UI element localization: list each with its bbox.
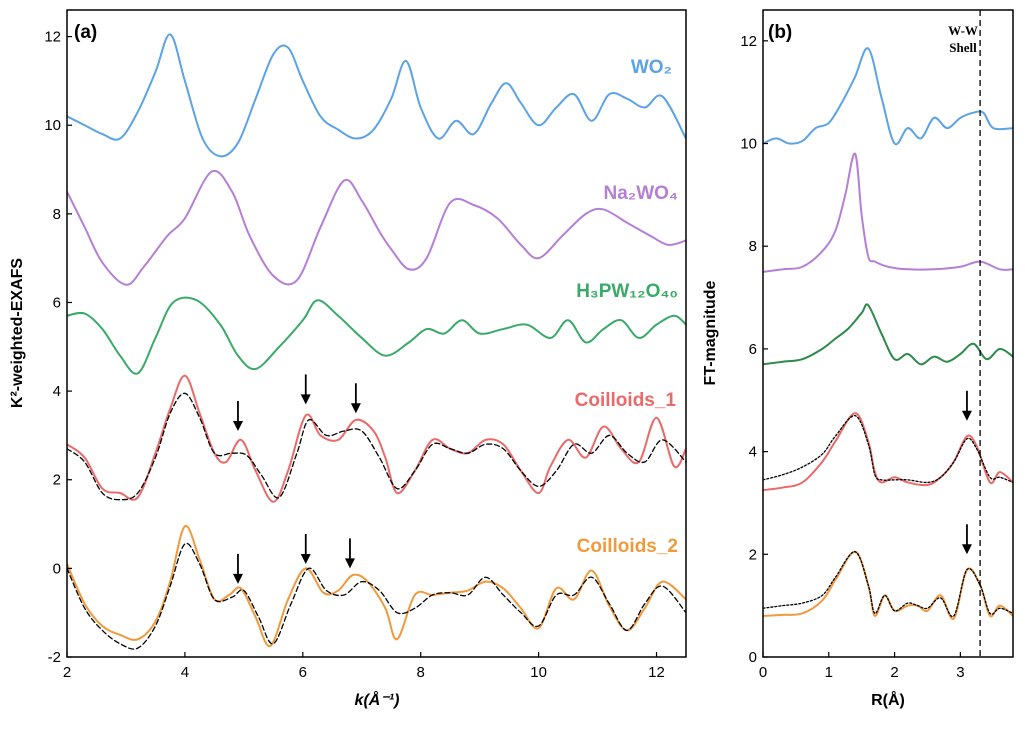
panel-a-series-coilloids-1 [67,374,686,503]
panel-a-x-tick-label: 2 [63,664,71,681]
panel-b-series-na2wo4 [763,152,1013,273]
panel-a: 2 4 6 8 10 12 -2 0 2 4 6 8 10 12 (a) k(Å⁻¹) K²-weight… [9,9,687,709]
panel-a-label: (a) [74,22,97,43]
panel-b-y-axis-label: FT-magnitude [702,280,719,385]
panel-a-series-coilloids-1-fit [67,392,686,501]
panel-a-y-tick-label: 10 [44,117,61,134]
panel-a-arrow-icon [350,383,361,414]
panel-a-series-coilloids-2 [67,525,686,647]
panel-a-arrow-icon [344,538,355,569]
panel-b-series-h3pw12o40 [763,303,1013,366]
panel-b-label: (b) [768,22,792,43]
series-label-h3pw12o40: H₃PW₁₂O₄₀ [576,281,678,302]
panel-b-x-tick-label: 1 [825,664,833,681]
panel-a-x-tick-label: 12 [648,664,665,681]
panel-a-arrow-icon [300,533,311,564]
panel-a-y-tick-label: 12 [44,29,61,46]
panel-a-series-wo2 [67,33,686,158]
panel-b-series-coilloids-2 [763,550,1013,620]
panel-a-x-tick-label: 8 [417,664,425,681]
panel-b-y-tick-label: 0 [749,649,757,666]
panel-a-y-axis-label: K²-weighted-EXAFS [9,258,26,409]
panel-b-y-tick-label: 12 [740,33,757,50]
panel-a-y-tick-label: 8 [53,206,61,223]
series-label-coilloids-2: Coilloids_2 [577,536,678,557]
panel-a-x-tick-label: 10 [530,664,547,681]
w-w-shell-label-line2: Shell [949,40,977,55]
panel-a-frame [66,9,687,658]
series-label-wo2: WO₂ [631,57,672,78]
panel-b-x-tick-label: 0 [759,664,767,681]
panel-a-x-axis-label: k(Å⁻¹) [355,690,400,709]
panel-b-y-tick-label: 4 [749,444,757,461]
panel-b-series-coilloids-1-fit [763,415,1013,484]
panel-a-arrow-icon [300,374,311,405]
panel-b-frame [762,9,1014,658]
panel-b-x-tick-label: 2 [890,664,898,681]
panel-a-arrow-icon [232,400,243,431]
series-label-na2wo4: Na₂WO₄ [604,183,679,204]
panel-a-arrow-icon [232,553,243,584]
panel-a-x-tick-label: 6 [299,664,307,681]
panel-a-series-h3pw12o40 [67,296,686,375]
panel-a-series-na2wo4 [67,169,686,286]
panel-b-series-coilloids-2-fit [763,551,1013,618]
w-w-shell-label-line1: W-W [948,23,978,38]
series-label-coilloids-1: Coilloids_1 [575,390,677,411]
panel-b-series-wo2 [763,47,1013,146]
panel-b-arrow-icon [961,390,972,421]
panel-b-x-tick-label: 3 [956,664,964,681]
panel-b-y-tick-label: 6 [749,341,757,358]
panel-a-y-tick-label: 2 [53,472,61,489]
panel-a-series-coilloids-2-fit [67,542,686,650]
panel-a-x-tick-label: 4 [181,664,189,681]
panel-b-series-coilloids-1 [763,412,1013,492]
panel-b-y-tick-label: 8 [749,238,757,255]
panel-a-y-tick-label: -2 [48,649,61,666]
panel-a-y-tick-label: 4 [53,383,61,400]
panel-b-arrow-icon [961,524,972,555]
panel-b-y-tick-label: 10 [740,136,757,153]
panel-b-x-axis-label: R(Å) [871,690,905,709]
panel-b-y-tick-label: 2 [749,546,757,563]
panel-a-y-tick-label: 6 [53,294,61,311]
panel-a-y-tick-label: 0 [53,560,61,577]
